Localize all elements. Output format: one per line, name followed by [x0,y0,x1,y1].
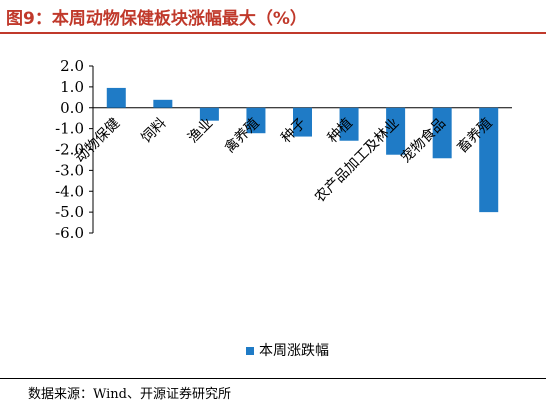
bar [386,107,406,155]
title-underline [0,32,546,34]
x-category-label: 禽养殖 [221,115,263,157]
footer-divider [0,378,546,379]
bar [293,107,312,137]
bar [106,87,126,108]
y-tick-label: -3.0 [55,161,84,179]
y-tick-label: 1.0 [60,78,84,96]
legend-label: 本周涨跌幅 [259,343,329,359]
bars [106,87,499,213]
bar [432,107,452,159]
chart-title: 图9：本周动物保健板块涨幅最大（%） [6,9,307,29]
bar-chart: 2.0 1.0 0.0 -1.0 -2.0 -3.0 -4.0 -5.0 -6.0 动物保健 饲料… [55,57,512,359]
source-note: 数据来源：Wind、开源证券研究所 [28,387,231,402]
bar [199,107,219,121]
y-tick-label: 0.0 [60,99,84,117]
y-tick-label: -1.0 [55,120,84,138]
y-tick-label: -4.0 [55,182,84,200]
bar [339,107,359,141]
y-tick-label: -5.0 [55,203,84,221]
bar [479,107,499,213]
y-tick-label: 2.0 [60,57,84,75]
y-axis: 2.0 1.0 0.0 -1.0 -2.0 -3.0 -4.0 -5.0 -6.0 [55,57,512,242]
bar [246,107,266,134]
bar [153,99,173,108]
x-category-label: 饲料 [139,115,170,146]
legend-swatch [246,347,254,355]
y-tick-label: -2.0 [55,141,84,159]
legend: 本周涨跌幅 [246,343,329,359]
y-tick-label: -6.0 [55,224,84,242]
